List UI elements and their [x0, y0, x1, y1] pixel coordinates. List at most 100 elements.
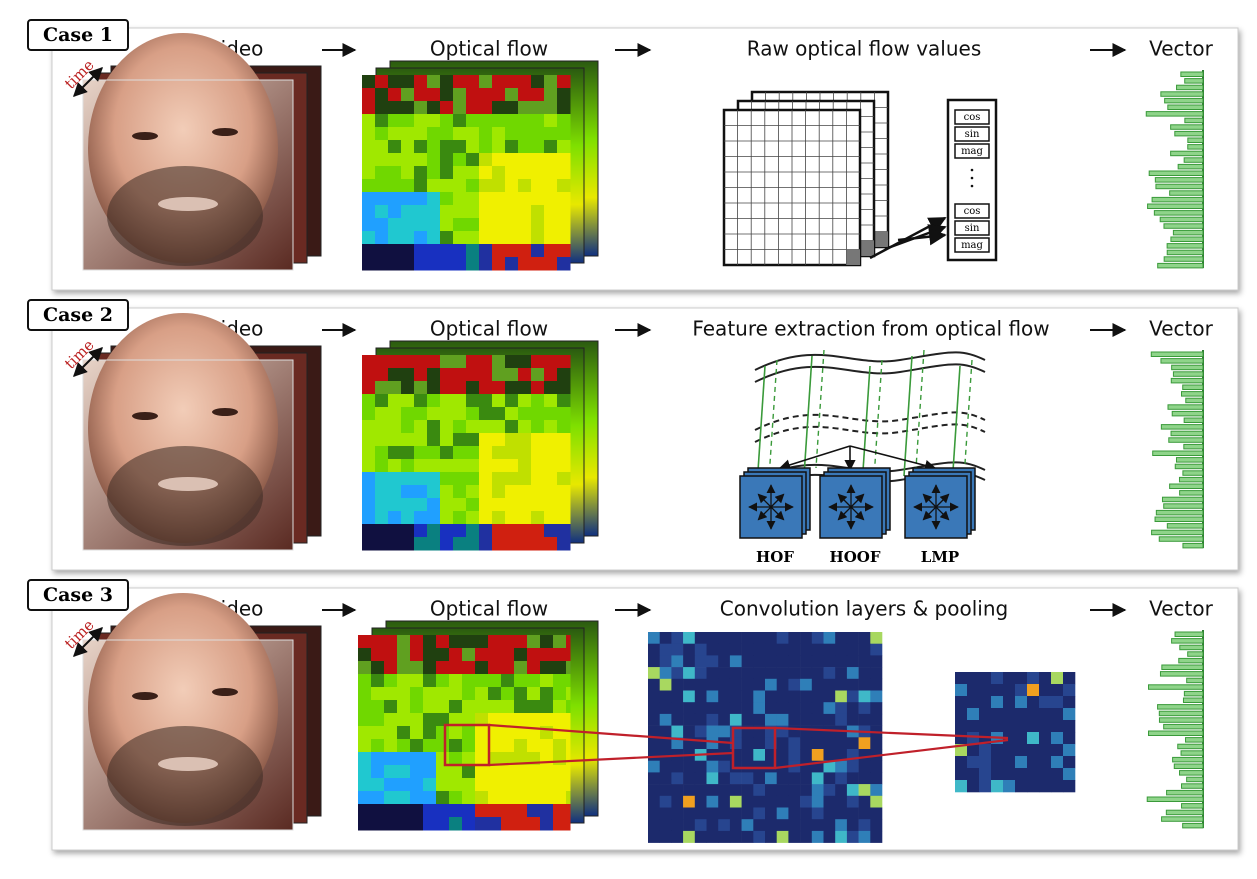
feature-cell [741, 667, 754, 680]
feature-cell [1039, 696, 1052, 709]
feature-cell [991, 756, 1004, 769]
flow-cell [358, 752, 372, 766]
vector-bar [1167, 104, 1204, 110]
flow-cell [557, 433, 571, 447]
projection-line [774, 726, 1009, 740]
feature-cell [1051, 768, 1064, 781]
feature-cell [835, 737, 848, 750]
vector-bar [1155, 183, 1204, 190]
vector-bar [1176, 84, 1204, 91]
flow-cell [553, 635, 567, 649]
flow-cell [531, 192, 545, 206]
mouth [158, 757, 218, 771]
feature-cell [776, 690, 789, 703]
flow-cell [436, 804, 450, 818]
feature-cell [729, 784, 742, 797]
flow-cell [388, 127, 402, 141]
flow-cell [401, 433, 415, 447]
vector-bar [1148, 170, 1204, 176]
flow-cell [505, 114, 519, 128]
feature-cell [706, 795, 719, 808]
flow-cell [388, 140, 402, 154]
flow-cell [462, 752, 476, 766]
feature-cell [694, 760, 707, 773]
feature-cell [694, 667, 707, 680]
flow-cell [362, 381, 376, 395]
flow-cell [518, 153, 532, 167]
flow-cell [518, 394, 532, 408]
feature-cell [1027, 780, 1040, 793]
flow-cell [427, 153, 441, 167]
feature-cell [870, 678, 883, 691]
flow-cell [505, 166, 519, 180]
feature-cell [1003, 768, 1016, 781]
vector-bar [1171, 364, 1204, 371]
flow-cell [358, 635, 372, 649]
flow-cell [488, 661, 502, 675]
feature-cell [811, 702, 824, 715]
feature-cell [800, 784, 813, 797]
flow-cell [466, 511, 480, 525]
flow-cell [440, 192, 454, 206]
vector-bar [1161, 816, 1204, 822]
flow-cell [453, 231, 467, 245]
value-label: mag [961, 240, 983, 251]
flow-cell [401, 368, 415, 382]
flow-cell [427, 459, 441, 473]
flow-cell [436, 752, 450, 766]
flow-cell [518, 368, 532, 382]
flow-cell [492, 244, 506, 258]
feature-cell [823, 667, 836, 680]
feature-cell [811, 655, 824, 668]
flow-cell [427, 257, 441, 271]
flow-cell [388, 446, 402, 460]
flow-cell [492, 153, 506, 167]
vector-bar [1182, 384, 1204, 390]
flow-cell [527, 713, 541, 727]
flow-cell [540, 700, 554, 714]
flow-cell [410, 635, 424, 649]
projection-line [488, 751, 734, 767]
flow-cell [427, 218, 441, 232]
flow-cell [358, 778, 372, 792]
flow-cell [557, 140, 571, 154]
feature-cell [741, 702, 754, 715]
feature-cell [765, 655, 777, 668]
feature-cell [967, 720, 980, 733]
feature-cell [955, 708, 968, 721]
vector-bar [1182, 542, 1204, 549]
flow-cell [401, 446, 415, 460]
feature-cell [991, 684, 1004, 697]
flow-cell [544, 192, 558, 206]
flow-cell [371, 765, 385, 779]
feature-cell [765, 772, 777, 785]
value-label: cos [964, 206, 981, 217]
flow-cell [553, 687, 567, 701]
flow-cell [462, 674, 476, 688]
flow-cell [466, 524, 480, 538]
flow-cell [488, 635, 502, 649]
flow-cell [410, 752, 424, 766]
flow-cell [427, 192, 441, 206]
flow-cell [414, 524, 428, 538]
flow-cell [527, 687, 541, 701]
feature-cell [776, 678, 789, 691]
flow-cell [479, 153, 493, 167]
flow-cell [553, 726, 567, 740]
flow-cell [384, 817, 398, 831]
feature-cell [706, 819, 719, 832]
feature-cell [788, 667, 801, 680]
flow-cell [401, 381, 415, 395]
flow-cell [362, 498, 376, 512]
feature-cell [846, 678, 859, 691]
flow-cell [540, 791, 554, 805]
flow-cell [505, 75, 519, 89]
flow-cell [557, 524, 571, 538]
feature-cell [823, 807, 836, 820]
flow-cell [466, 218, 480, 232]
video-frame [82, 33, 294, 271]
feature-cell [765, 819, 777, 832]
flow-cell [557, 153, 571, 167]
flow-cell [475, 700, 489, 714]
feature-cell [718, 643, 731, 656]
